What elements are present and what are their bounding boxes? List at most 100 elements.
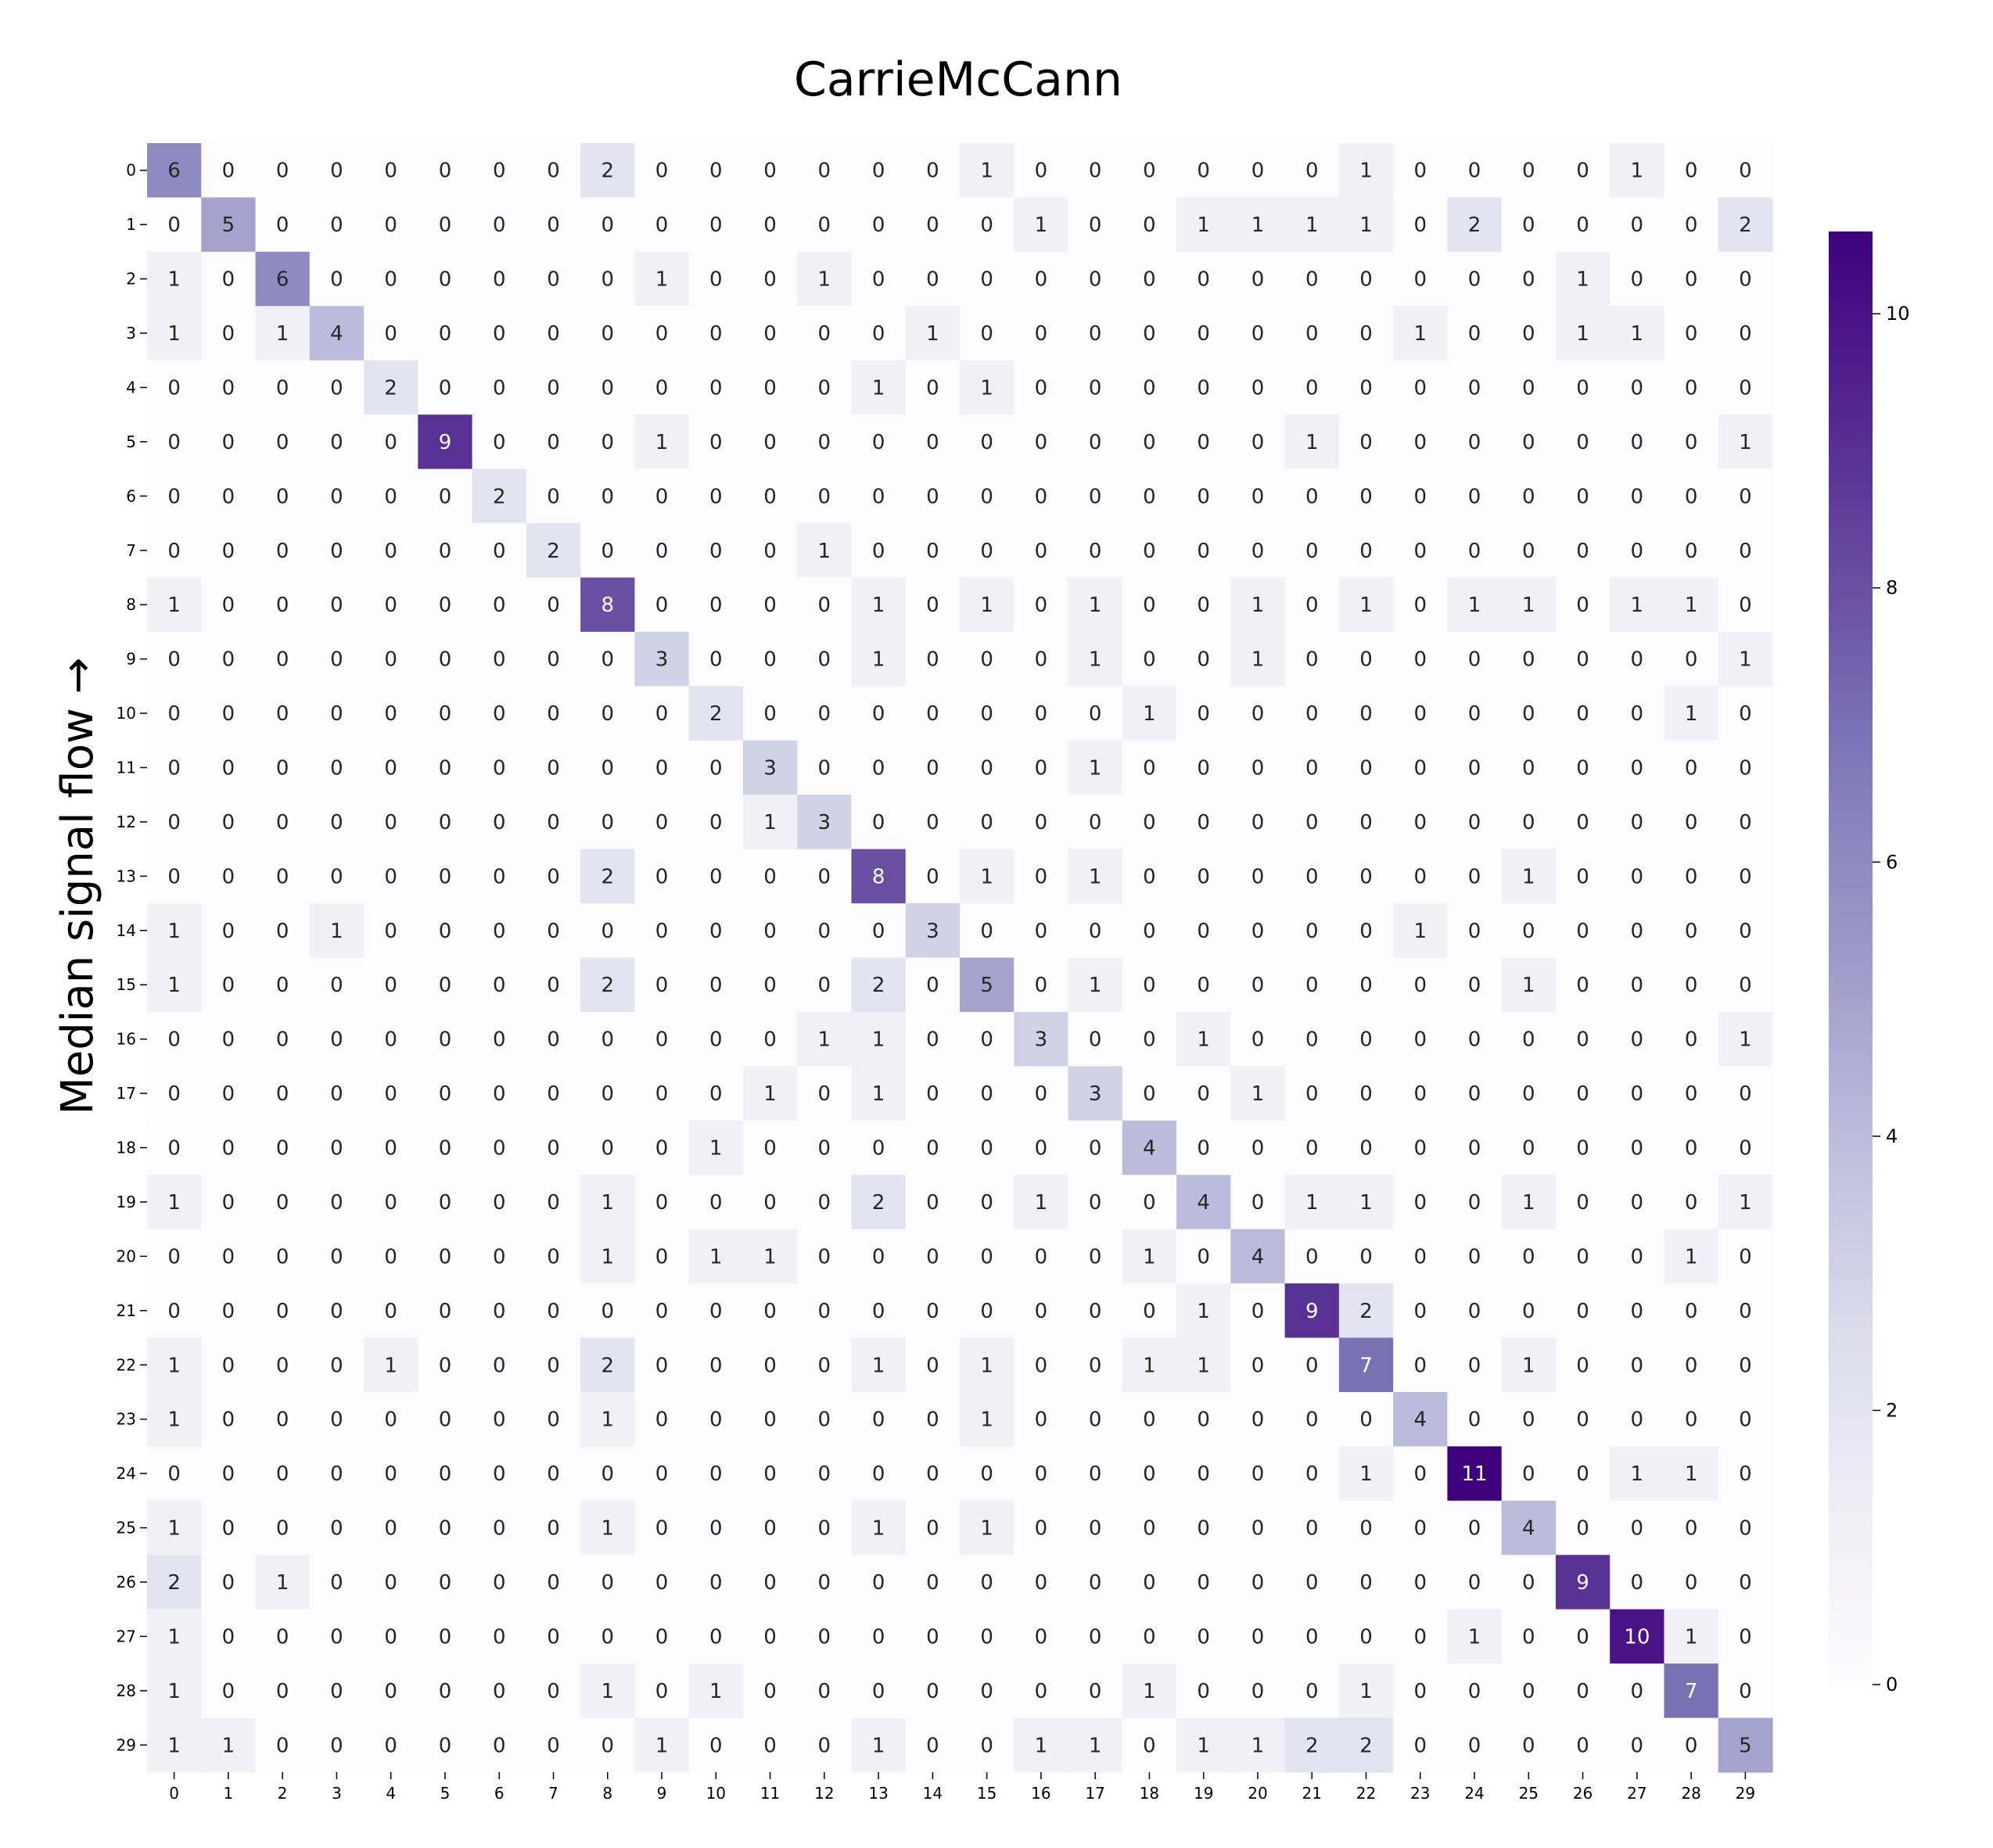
heatmap-cell-29-21 <box>1284 1717 1340 1773</box>
cell-label-14-19: 0 <box>1197 920 1210 943</box>
cell-label-22-11: 0 <box>763 1354 777 1377</box>
cell-label-20-18: 1 <box>1143 1245 1156 1268</box>
heatmap-cell-16-28 <box>1664 1011 1719 1067</box>
cell-label-14-3: 1 <box>330 920 343 943</box>
cell-label-2-11: 0 <box>763 268 777 292</box>
heatmap-cell-25-19 <box>1176 1500 1231 1556</box>
cell-label-27-17: 0 <box>1089 1625 1102 1649</box>
heatmap-cell-14-5 <box>418 903 473 959</box>
heatmap-cell-9-26 <box>1555 631 1611 687</box>
cell-label-21-18: 0 <box>1143 1300 1156 1323</box>
cell-label-1-16: 1 <box>1035 214 1048 237</box>
heatmap-cell-3-26 <box>1555 306 1611 361</box>
cell-label-13-2: 0 <box>276 865 289 888</box>
heatmap-cell-2-0 <box>147 251 202 307</box>
heatmap-cell-6-21 <box>1284 468 1340 524</box>
heatmap-cell-11-26 <box>1555 740 1611 795</box>
heatmap-cell-20-19 <box>1176 1229 1231 1284</box>
cell-label-23-9: 0 <box>655 1408 669 1432</box>
cell-label-7-22: 0 <box>1359 540 1373 563</box>
heatmap-cell-8-1 <box>201 577 257 633</box>
cell-label-10-28: 1 <box>1685 702 1698 726</box>
cell-label-23-13: 0 <box>872 1408 885 1432</box>
cell-label-18-20: 0 <box>1251 1137 1265 1161</box>
cell-label-21-22: 2 <box>1359 1300 1373 1323</box>
heatmap-cell-11-23 <box>1393 740 1448 795</box>
cell-label-22-22: 7 <box>1359 1354 1373 1377</box>
heatmap-cell-20-5 <box>418 1229 473 1284</box>
heatmap-cell-15-13 <box>851 957 907 1013</box>
heatmap-cell-12-10 <box>688 795 744 850</box>
cell-label-27-21: 0 <box>1305 1625 1319 1649</box>
cell-label-12-17: 0 <box>1089 811 1102 834</box>
heatmap-cell-0-24 <box>1447 143 1503 199</box>
cell-label-15-21: 0 <box>1305 974 1319 997</box>
heatmap-cell-7-2 <box>255 523 311 579</box>
heatmap-cell-3-20 <box>1230 306 1286 361</box>
cell-label-12-21: 0 <box>1305 811 1319 834</box>
heatmap-cell-2-10 <box>688 251 744 307</box>
cell-label-5-22: 0 <box>1359 431 1373 454</box>
heatmap-cell-15-1 <box>201 957 257 1013</box>
heatmap-cell-28-3 <box>309 1663 364 1719</box>
heatmap-cell-28-19 <box>1176 1663 1231 1719</box>
heatmap-cell-7-17 <box>1068 523 1123 579</box>
cell-label-28-3: 0 <box>330 1680 343 1703</box>
cell-label-20-0: 0 <box>167 1245 181 1268</box>
heatmap-cell-27-0 <box>147 1609 202 1664</box>
heatmap-cell-2-26 <box>1555 251 1611 307</box>
cell-label-24-1: 0 <box>222 1462 235 1486</box>
cell-label-21-8: 0 <box>601 1300 614 1323</box>
cell-label-3-19: 0 <box>1197 322 1210 346</box>
heatmap-cell-11-6 <box>472 740 527 795</box>
heatmap-cell-6-9 <box>634 468 690 524</box>
heatmap-cell-8-8 <box>580 577 635 633</box>
cell-label-10-13: 0 <box>872 702 885 726</box>
heatmap-cell-26-29 <box>1718 1555 1773 1610</box>
cell-label-25-10: 0 <box>709 1517 723 1541</box>
heatmap-cell-11-27 <box>1610 740 1665 795</box>
heatmap-cell-19-0 <box>147 1175 202 1230</box>
heatmap-cell-9-1 <box>201 631 257 687</box>
cell-label-13-24: 0 <box>1468 865 1481 888</box>
heatmap-cell-29-2 <box>255 1717 311 1773</box>
cell-label-25-7: 0 <box>547 1517 560 1541</box>
heatmap-cell-13-0 <box>147 849 202 904</box>
cell-label-19-5: 0 <box>439 1191 452 1215</box>
cell-label-24-19: 0 <box>1197 1462 1210 1486</box>
heatmap-cell-4-0 <box>147 360 202 415</box>
heatmap-cell-13-22 <box>1338 849 1394 904</box>
cell-label-11-11: 3 <box>763 756 777 780</box>
heatmap-cell-5-27 <box>1610 414 1665 470</box>
cell-label-20-10: 1 <box>709 1245 723 1268</box>
heatmap-cell-18-4 <box>364 1120 418 1175</box>
heatmap-cell-5-26 <box>1555 414 1611 470</box>
cell-label-6-4: 0 <box>384 485 397 508</box>
x-tick-label-0: 0 <box>169 1784 179 1803</box>
heatmap-cell-2-23 <box>1393 251 1448 307</box>
heatmap-cell-18-22 <box>1338 1120 1394 1175</box>
cell-label-2-6: 0 <box>493 268 506 292</box>
heatmap-cell-22-28 <box>1664 1337 1719 1393</box>
cell-label-16-6: 0 <box>493 1028 506 1052</box>
x-tick-label-12: 12 <box>814 1784 834 1803</box>
heatmap-cell-20-3 <box>309 1229 364 1284</box>
heatmap-cell-21-16 <box>1014 1283 1069 1339</box>
cell-label-10-7: 0 <box>547 702 560 726</box>
heatmap-cell-29-10 <box>688 1717 744 1773</box>
heatmap-cell-21-8 <box>580 1283 635 1339</box>
heatmap-cell-18-9 <box>634 1120 690 1175</box>
cell-label-15-25: 1 <box>1522 974 1535 997</box>
cell-label-29-23: 0 <box>1413 1734 1427 1757</box>
heatmap-cell-16-16 <box>1014 1011 1069 1067</box>
heatmap-cell-24-28 <box>1664 1446 1719 1502</box>
heatmap-cell-1-24 <box>1447 197 1503 253</box>
cell-label-15-15: 5 <box>980 974 993 997</box>
cell-label-3-27: 1 <box>1631 322 1644 346</box>
cell-label-27-0: 1 <box>167 1625 181 1649</box>
heatmap-cell-3-27 <box>1610 306 1665 361</box>
heatmap-cell-17-5 <box>418 1066 473 1121</box>
cell-label-17-17: 3 <box>1089 1082 1102 1106</box>
heatmap-cell-7-21 <box>1284 523 1340 579</box>
cell-label-9-29: 1 <box>1739 648 1752 672</box>
